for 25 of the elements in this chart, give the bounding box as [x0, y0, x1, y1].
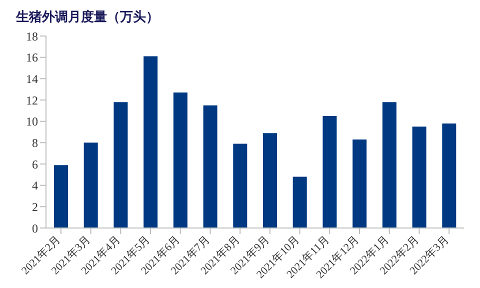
- bar: [322, 116, 337, 228]
- bar: [352, 139, 367, 228]
- chart-title: 生猪外调月度量（万头）: [14, 8, 160, 26]
- bar: [173, 92, 188, 228]
- bar: [382, 102, 396, 228]
- bar: [144, 56, 158, 228]
- bar: [233, 144, 248, 228]
- bar: [442, 123, 456, 228]
- y-tick-label: 4: [32, 178, 38, 193]
- y-tick-label: 14: [26, 72, 38, 86]
- bar: [114, 102, 128, 228]
- y-tick-label: 6: [32, 157, 38, 172]
- y-tick-label: 10: [26, 114, 38, 129]
- bar: [263, 133, 277, 228]
- bar: [412, 126, 426, 228]
- y-tick-label: 18: [26, 29, 38, 44]
- y-tick-label: 16: [26, 50, 38, 65]
- y-tick-label: 12: [26, 93, 38, 108]
- y-tick-label: 0: [32, 221, 38, 236]
- bar: [54, 165, 68, 228]
- bar: [292, 176, 307, 228]
- y-tick-label: 2: [32, 200, 38, 214]
- y-tick-label: 8: [32, 136, 38, 150]
- bar: [203, 105, 218, 228]
- bar: [84, 142, 98, 228]
